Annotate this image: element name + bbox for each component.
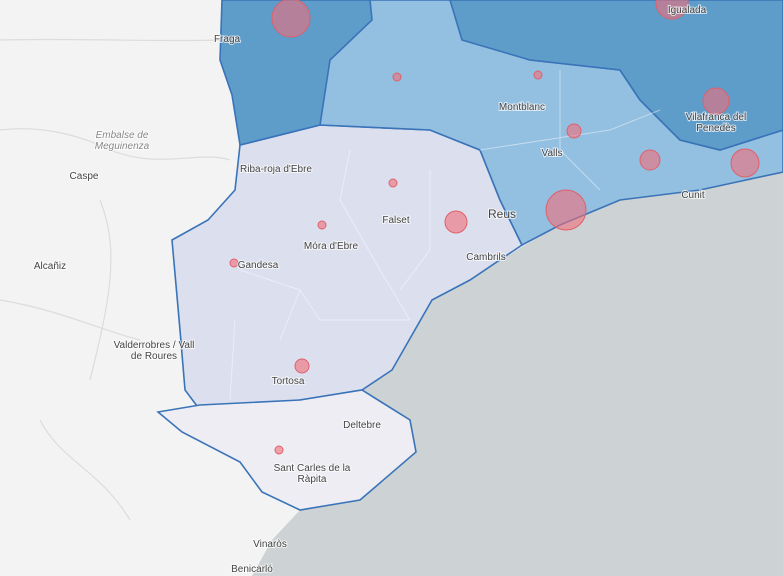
- place-label: Alcañiz: [34, 261, 66, 272]
- place-label: Móra d'Ebre: [304, 241, 359, 252]
- place-label: Deltebre: [343, 420, 381, 431]
- place-label: Caspe: [70, 171, 99, 182]
- bubble: [444, 210, 468, 234]
- place-label: Vilafranca del: [686, 112, 746, 123]
- place-label: Gandesa: [238, 260, 279, 271]
- bubble: [639, 149, 661, 171]
- place-label: Riba-roja d'Ebre: [240, 164, 312, 175]
- sea: [252, 172, 783, 576]
- region-west: [219, 0, 373, 146]
- place-label: Falset: [382, 215, 409, 226]
- place-label: Fraga: [214, 34, 241, 45]
- place-label: Embalse de: [96, 130, 149, 141]
- bubble: [229, 258, 239, 268]
- bubble: [566, 123, 582, 139]
- bubble: [702, 87, 730, 115]
- place-label: Meguinenza: [95, 141, 150, 152]
- place-label: Montblanc: [499, 102, 545, 113]
- place-label: Tortosa: [272, 376, 305, 387]
- bubble: [294, 358, 310, 374]
- place-label: de Roures: [131, 351, 177, 362]
- region-east: [449, 0, 783, 151]
- place-label: Cunit: [681, 190, 705, 201]
- bubble: [388, 178, 398, 188]
- bubble: [730, 148, 760, 178]
- bubble: [533, 70, 543, 80]
- place-label: Ràpita: [298, 474, 327, 485]
- bubble: [271, 0, 311, 38]
- bubble: [317, 220, 327, 230]
- place-label: Igualada: [668, 5, 707, 16]
- place-label: Reus: [488, 207, 516, 221]
- place-label: Benicarló: [231, 564, 273, 575]
- place-label: Penedès: [696, 123, 735, 134]
- bubble: [274, 445, 284, 455]
- place-label: Valls: [542, 148, 563, 159]
- place-label: Vinaròs: [253, 539, 287, 550]
- road: [0, 38, 231, 521]
- bubble: [545, 189, 587, 231]
- bubble: [392, 72, 402, 82]
- bubbles: [229, 0, 760, 455]
- place-label: Cambrils: [466, 252, 505, 263]
- place-label: Valderrobres / Vall: [114, 340, 195, 351]
- district-border: [229, 70, 661, 401]
- region-ebre: [156, 389, 417, 511]
- bubble: [655, 0, 689, 20]
- place-label: Sant Carles de la: [274, 463, 351, 474]
